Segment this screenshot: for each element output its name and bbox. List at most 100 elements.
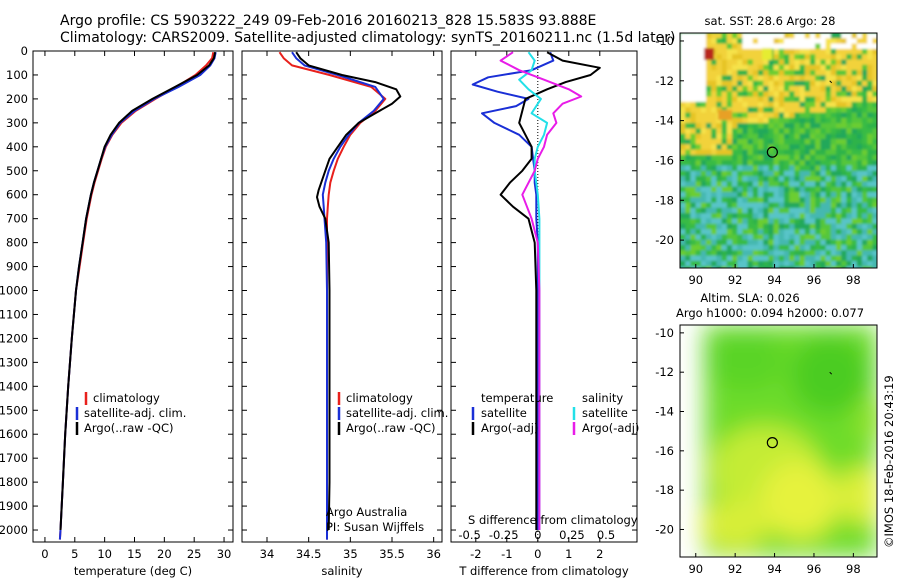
series-argo-raw-qc-: [295, 51, 402, 531]
series-salinity-satellite: [518, 51, 549, 530]
legend-sat-label: satellite-adj. clim.: [84, 406, 186, 420]
s-tick-label: -0.5: [458, 528, 480, 542]
depth-tick-label: 100: [6, 68, 28, 82]
legend-argo-label: Argo(..raw -QC): [84, 421, 174, 435]
map-x-tick-label: 90: [688, 273, 703, 287]
depth-tick-label: 1900: [0, 499, 28, 513]
depth-tick-label: 1600: [0, 427, 28, 441]
sla-map-axes: 90 92 94 96 98 -10 -12 -14 -16 -18 -20: [655, 326, 860, 576]
series-temperature-satellite: [471, 51, 555, 530]
map-y-tick-label: -20: [655, 233, 674, 247]
sst-map-frame: [679, 32, 878, 269]
legend-temp-argo-label: Argo(-adj): [481, 421, 538, 435]
series-climatology: [58, 52, 215, 540]
temperature-panel: [32, 50, 234, 543]
map-x-tick-label: 94: [767, 273, 782, 287]
argo-position-marker: [766, 437, 778, 449]
salinity-legend: climatology satellite-adj. clim. Argo(..…: [326, 391, 448, 534]
x-tick-label: 2: [596, 547, 603, 561]
x-tick-label: 0: [41, 547, 48, 561]
s-tick-label: -0.25: [489, 528, 519, 542]
legend-argo-label: Argo(..raw -QC): [346, 421, 436, 435]
x-tick-label: 10: [97, 547, 112, 561]
s-tick-label: 0.5: [597, 528, 615, 542]
legend-sat-label: satellite-adj. clim.: [346, 406, 448, 420]
map-y-tick-label: -14: [655, 114, 674, 128]
legend-clim-label: climatology: [346, 391, 413, 405]
x-tick-label: 35.5: [379, 547, 405, 561]
x-tick-label: 20: [157, 547, 172, 561]
x-axes: 0 5 10 15 20 25 30 34 34.5 35 35.5 36 -2 -1 0 1 2 -0.5 -0.…: [41, 51, 615, 561]
argo-position-marker: [766, 146, 778, 158]
map-y-tick-label: -10: [655, 34, 674, 48]
x-tick-label: 30: [217, 547, 232, 561]
annotation-line-2: PI: Susan Wijffels: [326, 520, 424, 534]
map-x-tick-label: 98: [846, 273, 861, 287]
temperature-axis-label: temperature (deg C): [74, 564, 192, 578]
depth-tick-label: 200: [6, 92, 28, 106]
annotation-line-1: Argo Australia: [326, 505, 407, 519]
depth-tick-label: 800: [6, 236, 28, 250]
sst-map-title: sat. SST: 28.6 Argo: 28: [705, 14, 836, 28]
map-y-tick-label: -10: [655, 326, 674, 340]
depth-tick-label: 400: [6, 140, 28, 154]
x-tick-label: -1: [501, 547, 512, 561]
x-tick-label: 25: [187, 547, 202, 561]
series-temperature-argo-adj-: [499, 51, 601, 530]
x-tick-label: 35: [343, 547, 358, 561]
sla-map-image: [680, 325, 877, 557]
x-tick-label: 36: [426, 547, 441, 561]
series-satellite-adj-clim-: [291, 51, 385, 540]
map-x-tick-label: 94: [767, 562, 782, 576]
depth-tick-label: 1200: [0, 331, 28, 345]
map-x-tick-label: 90: [688, 562, 703, 576]
legend-sal-sat-label: satellite: [582, 406, 628, 420]
depth-tick-label: 2000: [0, 523, 28, 537]
salinity-panel: [241, 50, 443, 543]
map-y-tick-label: -20: [655, 522, 674, 536]
map-y-tick-label: -18: [655, 483, 674, 497]
depth-tick-label: 600: [6, 188, 28, 202]
series-salinity-argo-adj-: [499, 51, 583, 530]
map-y-tick-label: -12: [655, 365, 674, 379]
legend-clim-label: climatology: [93, 391, 160, 405]
header-line-2: Climatology: CARS2009. Satellite-adjuste…: [60, 30, 675, 46]
depth-tick-label: 900: [6, 260, 28, 274]
x-tick-label: 0: [534, 547, 541, 561]
map-x-tick-label: 98: [846, 562, 861, 576]
map-y-tick-label: -12: [655, 74, 674, 88]
map-x-tick-label: 96: [807, 273, 822, 287]
depth-axis: 0 100 200 300 400 500 600 700 800 900 1000 1100 1200…: [0, 44, 637, 537]
x-tick-label: 1: [565, 547, 572, 561]
x-tick-label: -2: [470, 547, 481, 561]
depth-tick-label: 1800: [0, 475, 28, 489]
t-difference-axis-label: T difference from climatology: [458, 564, 629, 578]
map-y-tick-label: -18: [655, 193, 674, 207]
map-x-tick-label: 96: [807, 562, 822, 576]
depth-tick-label: 1000: [0, 284, 28, 298]
depth-tick-label: 700: [6, 212, 28, 226]
profile-series: [58, 51, 601, 542]
x-tick-label: 5: [71, 547, 78, 561]
depth-tick-label: 1500: [0, 403, 28, 417]
s-difference-label: S difference from climatology: [468, 513, 638, 527]
x-tick-label: 34: [260, 547, 275, 561]
map-y-tick-label: -14: [655, 405, 674, 419]
depth-tick-label: 500: [6, 164, 28, 178]
legend-temp-title: temperature: [481, 391, 553, 405]
copyright-stamp: ©IMOS 18-Feb-2016 20:43:19: [882, 375, 896, 548]
depth-tick-label: 300: [6, 116, 28, 130]
sst-map-axes: 90 92 94 96 98 -10 -12 -14 -16 -18 -20: [655, 34, 860, 287]
series-argo-raw-qc-: [59, 52, 217, 531]
difference-panel: [450, 50, 638, 543]
map-y-tick-label: -16: [655, 153, 674, 167]
sst-map-image: [680, 33, 877, 268]
map-x-tick-label: 92: [728, 273, 743, 287]
header-line-1: Argo profile: CS 5903222_249 09-Feb-2016…: [60, 13, 596, 29]
legend-sal-title: salinity: [582, 391, 623, 405]
sla-map-frame: [679, 324, 878, 558]
x-tick-label: 34.5: [296, 547, 322, 561]
x-tick-label: 15: [127, 547, 142, 561]
sla-map-subtitle: Argo h1000: 0.094 h2000: 0.077: [676, 306, 864, 320]
